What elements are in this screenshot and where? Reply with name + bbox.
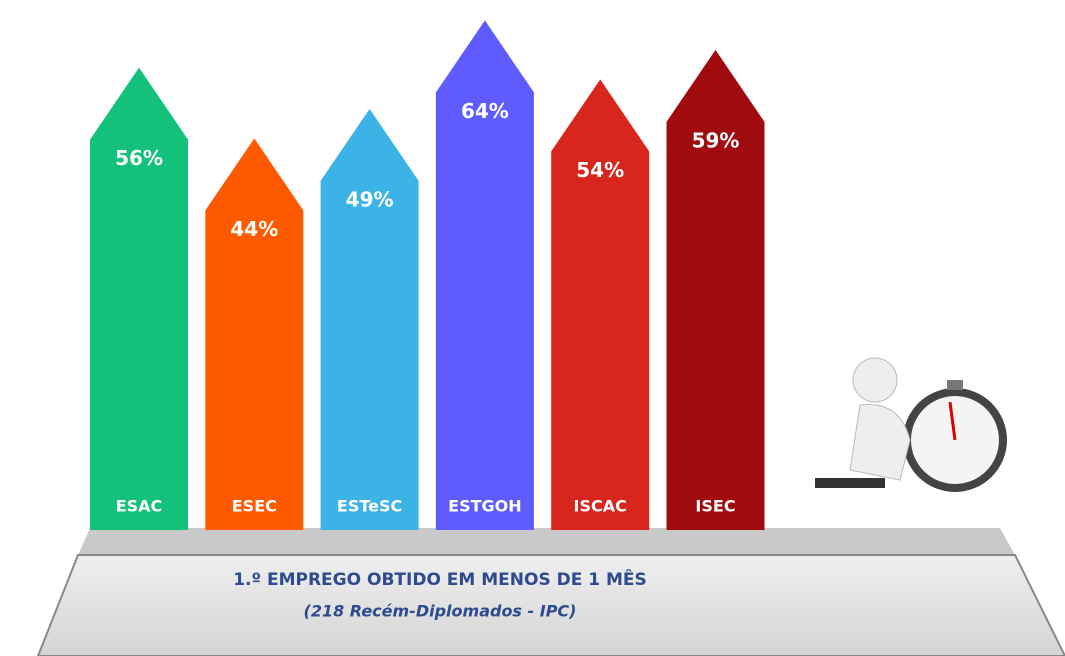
category-label: ISCAC (574, 497, 627, 516)
arrow-bar (205, 138, 304, 530)
category-label: ESEC (232, 497, 277, 516)
value-label: 59% (692, 128, 740, 152)
category-label: ESTGOH (448, 497, 522, 516)
category-label: ISEC (695, 497, 735, 516)
value-label: 49% (346, 187, 394, 211)
value-label: 44% (230, 217, 278, 241)
arrow-bar (90, 67, 188, 530)
chart-title: 1.º EMPREGO OBTIDO EM MENOS DE 1 MÊS (233, 568, 647, 590)
arrow-bar (666, 49, 765, 531)
platform-front (36, 554, 1065, 656)
category-label: ESAC (116, 497, 163, 516)
category-label: ESTeSC (337, 497, 402, 516)
stopwatch-figure (815, 357, 1007, 492)
arrow-bar (551, 79, 650, 531)
chart-subtitle: (218 Recém-Diplomados - IPC) (304, 602, 577, 621)
arrow-bar (435, 20, 534, 531)
arrow-bar (320, 108, 419, 531)
value-label: 54% (576, 158, 624, 182)
value-label: 56% (115, 146, 163, 170)
value-label: 64% (461, 99, 509, 123)
platform-top (78, 528, 1015, 555)
